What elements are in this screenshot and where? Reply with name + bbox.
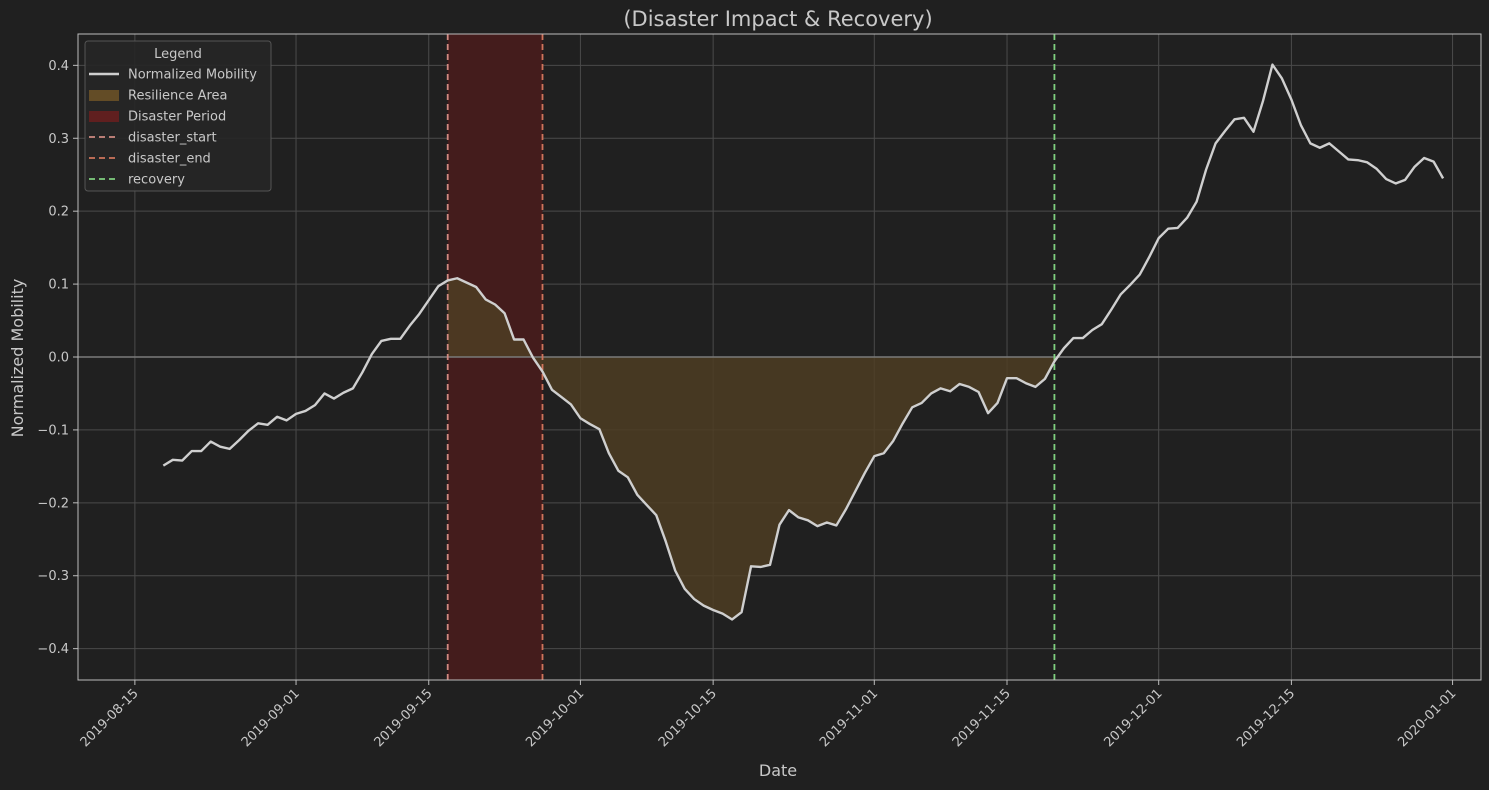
plot-area xyxy=(73,33,1482,685)
legend-label: disaster_end xyxy=(128,152,211,167)
legend-label: recovery xyxy=(128,173,185,188)
legend-disaster-period-swatch xyxy=(89,111,119,122)
legend-label: disaster_start xyxy=(128,131,217,146)
x-tick-label: 2019-09-15 xyxy=(372,686,436,750)
legend-label: Disaster Period xyxy=(128,110,226,125)
y-tick-label: 0.0 xyxy=(48,351,69,366)
x-tick-label: 2019-12-15 xyxy=(1234,686,1298,750)
legend-label: Resilience Area xyxy=(128,89,228,104)
y-tick-label: −0.1 xyxy=(37,423,69,438)
x-axis-label: Date xyxy=(759,761,797,780)
legend-label: Normalized Mobility xyxy=(128,68,257,83)
y-tick-label: −0.2 xyxy=(37,496,69,511)
y-tick-label: 0.2 xyxy=(48,205,69,220)
x-tick-label: 2019-11-01 xyxy=(817,686,881,750)
y-tick-label: −0.4 xyxy=(37,642,69,657)
x-tick-label: 2019-08-15 xyxy=(78,686,142,750)
legend-title: Legend xyxy=(154,47,202,62)
x-tick-label: 2019-11-15 xyxy=(950,686,1014,750)
legend-box xyxy=(84,40,272,192)
chart-title: (Disaster Impact & Recovery) xyxy=(623,7,932,31)
x-tick-label: 2019-10-01 xyxy=(523,686,587,750)
x-tick-label: 2019-09-01 xyxy=(239,686,303,750)
y-axis-label: Normalized Mobility xyxy=(8,279,27,438)
x-tick-label: 2020-01-01 xyxy=(1395,686,1459,750)
x-tick-label: 2019-12-01 xyxy=(1101,686,1165,750)
resilience-area xyxy=(447,278,1055,620)
mobility-series-line xyxy=(162,63,1445,621)
y-tick-label: 0.3 xyxy=(48,132,69,147)
legend-resilience-area-swatch xyxy=(89,90,119,101)
y-tick-label: −0.3 xyxy=(37,569,69,584)
legend: Legend Normalized Mobility Resilience Area… xyxy=(84,40,272,192)
x-tick-label: 2019-10-15 xyxy=(656,686,720,750)
y-tick-label: 0.4 xyxy=(48,59,69,74)
y-tick-label: 0.1 xyxy=(48,278,69,293)
